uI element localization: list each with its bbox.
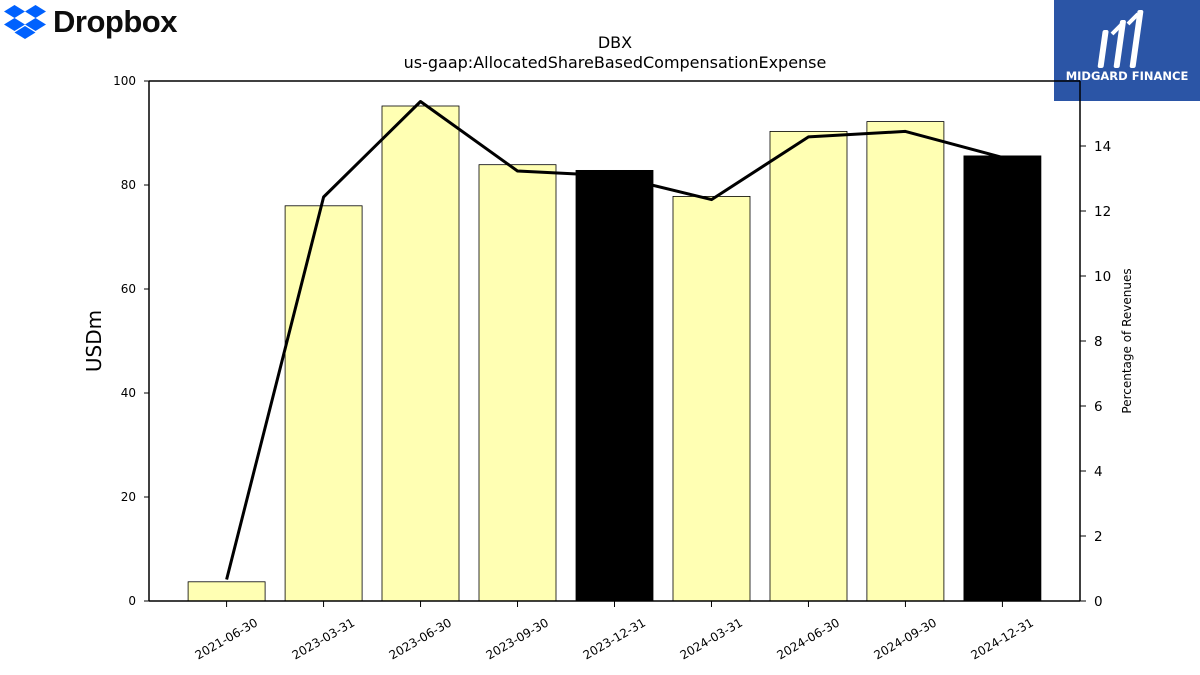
y-axis-label-left: USDm bbox=[82, 310, 106, 372]
x-tick-label-2023-03-31: 2023-03-31 bbox=[290, 615, 357, 662]
y-tick-label-left-80: 80 bbox=[121, 178, 136, 192]
y-tick-label-right-10: 10 bbox=[1094, 269, 1111, 285]
bar-2024-06-30 bbox=[769, 130, 848, 602]
y-tick-label-left-60: 60 bbox=[121, 282, 136, 296]
y-tick-label-right-2: 2 bbox=[1094, 529, 1103, 545]
y-tick-label-left-40: 40 bbox=[121, 386, 136, 400]
y-tick-label-left-0: 0 bbox=[128, 594, 136, 608]
bar-2023-06-30 bbox=[381, 105, 460, 602]
bar-2024-03-31 bbox=[672, 195, 751, 602]
bar-2021-06-30 bbox=[187, 581, 266, 602]
x-tick-label-2021-06-30: 2021-06-30 bbox=[193, 615, 260, 662]
bar-2024-12-31 bbox=[963, 155, 1042, 602]
y-tick-label-right-4: 4 bbox=[1094, 464, 1103, 480]
midgard-finance-icon bbox=[1097, 10, 1144, 68]
y-axis-label-right: Percentage of Revenues bbox=[1120, 268, 1134, 413]
chart-title: DBX bbox=[598, 33, 632, 52]
x-tick-label-2023-09-30: 2023-09-30 bbox=[484, 615, 551, 662]
y-tick-label-right-14: 14 bbox=[1094, 139, 1111, 155]
x-tick-label-2024-03-31: 2024-03-31 bbox=[678, 615, 745, 662]
y-tick-label-right-0: 0 bbox=[1094, 594, 1103, 610]
x-tick-label-2023-12-31: 2023-12-31 bbox=[581, 615, 648, 662]
y-tick-label-right-6: 6 bbox=[1094, 399, 1103, 415]
x-tick-label-2024-06-30: 2024-06-30 bbox=[775, 615, 842, 662]
midgard-finance-wordmark: MIDGARD FINANCE bbox=[1065, 69, 1189, 83]
dropbox-icon bbox=[4, 5, 46, 39]
y-tick-label-left-100: 100 bbox=[113, 74, 136, 88]
bar-2024-09-30 bbox=[866, 121, 945, 602]
y-tick-label-right-12: 12 bbox=[1094, 204, 1111, 220]
bar-2023-12-31 bbox=[575, 169, 654, 602]
dropbox-logo: Dropbox bbox=[4, 4, 177, 40]
chart-subtitle: us-gaap:AllocatedShareBasedCompensationE… bbox=[404, 53, 827, 72]
bar-2023-03-31 bbox=[284, 205, 363, 602]
midgard-finance-logo: MIDGARD FINANCE bbox=[1054, 0, 1200, 101]
x-tick-label-2023-06-30: 2023-06-30 bbox=[387, 615, 454, 662]
x-tick-label-2024-12-31: 2024-12-31 bbox=[969, 615, 1036, 662]
bar-2023-09-30 bbox=[478, 164, 557, 602]
x-tick-label-2024-09-30: 2024-09-30 bbox=[872, 615, 939, 662]
y-tick-label-left-20: 20 bbox=[121, 490, 136, 504]
y-tick-label-right-8: 8 bbox=[1094, 334, 1103, 350]
dropbox-wordmark: Dropbox bbox=[53, 4, 177, 39]
